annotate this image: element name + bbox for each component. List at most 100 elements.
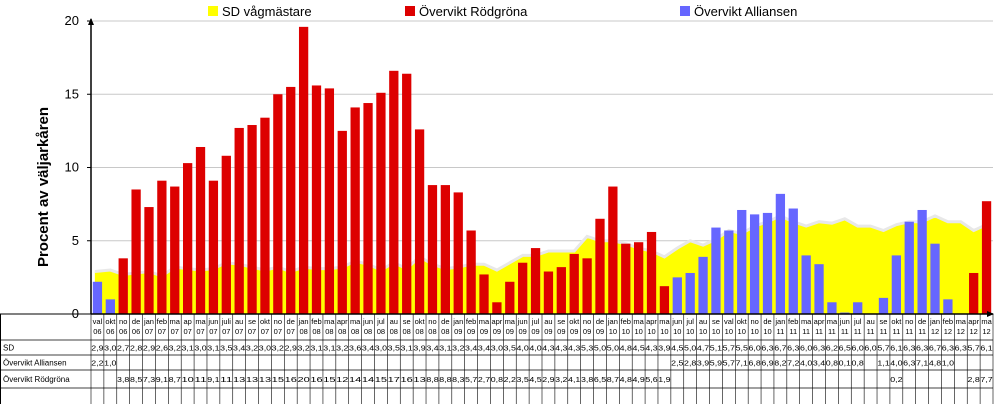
x-tick-year-66: 12 [944, 327, 952, 336]
bar-rodgrona-13 [260, 117, 270, 314]
x-tick-year-59: 11 [854, 327, 862, 336]
x-tick-month-57: ma [827, 317, 838, 326]
x-tick-year-5: 07 [158, 327, 166, 336]
x-tick-year-23: 08 [390, 327, 398, 336]
y-tick-label-20: 20 [65, 13, 79, 28]
x-tick-year-19: 08 [338, 327, 346, 336]
x-tick-year-37: 09 [570, 327, 578, 336]
x-tick-year-8: 07 [196, 327, 204, 336]
table-cell-0-0: 2,9 [91, 344, 103, 353]
x-tick-year-58: 11 [841, 327, 849, 336]
table-cell-2-21: 14 [362, 375, 374, 384]
x-tick-year-15: 07 [287, 327, 295, 336]
x-tick-month-31: apr [491, 317, 502, 326]
table-cell-1-66: 1,0 [942, 359, 954, 368]
table-cell-0-62: 6,1 [890, 344, 902, 353]
table-cell-1-65: 4,8 [929, 359, 941, 368]
y-tick-label-5: 5 [72, 233, 79, 248]
table-cell-0-26: 3,4 [426, 344, 438, 353]
x-tick-year-55: 11 [802, 327, 810, 336]
bar-rodgrona-15 [286, 86, 296, 314]
data-table: SD 2,9 3,0 2,7 2,8 2,9 2,6 3,2 3,1 3,0 3,1 3,5 3,4 3,… [0, 314, 993, 404]
x-tick-month-15: de [287, 317, 295, 326]
table-cell-0-50: 5,5 [736, 344, 748, 353]
x-tick-year-6: 07 [171, 327, 179, 336]
bar-alliansen-46 [685, 272, 695, 314]
table-cell-0-55: 6,0 [800, 344, 812, 353]
table-cell-2-4: 7,3 [143, 375, 155, 384]
x-tick-year-26: 08 [428, 327, 436, 336]
x-tick-year-68: 12 [969, 327, 977, 336]
table-cell-0-13: 3,0 [259, 344, 271, 353]
table-cell-2-24: 16 [401, 375, 413, 384]
x-tick-year-41: 10 [622, 327, 630, 336]
table-cell-0-33: 4,0 [517, 344, 529, 353]
bar-rodgrona-24 [402, 73, 412, 315]
table-cell-0-11: 3,4 [233, 344, 245, 353]
bar-alliansen-54 [788, 208, 798, 314]
x-tick-year-60: 11 [867, 327, 875, 336]
bar-alliansen-52 [762, 212, 773, 314]
x-tick-month-54: feb [788, 317, 798, 326]
x-tick-year-30: 09 [480, 327, 488, 336]
x-tick-month-22: jul [376, 317, 385, 326]
x-tick-month-55: ma [801, 317, 812, 326]
bar-rodgrona-29 [466, 230, 476, 314]
table-cell-2-69: 7,7 [980, 375, 992, 384]
table-cell-0-31: 3,0 [491, 344, 503, 353]
x-tick-month-45: jun [671, 317, 682, 326]
x-tick-month-18: ma [324, 317, 335, 326]
bar-rodgrona-8 [195, 146, 206, 314]
bar-alliansen-45 [672, 277, 682, 314]
y-axis-arrow [88, 18, 94, 25]
bar-rodgrona-23 [389, 70, 399, 314]
legend-swatch-1 [405, 6, 415, 16]
x-tick-month-7: ap [183, 317, 191, 326]
bar-rodgrona-69 [981, 201, 992, 314]
x-tick-year-20: 08 [351, 327, 359, 336]
bar-rodgrona-18 [324, 88, 335, 314]
bar-rodgrona-35 [543, 271, 554, 314]
table-cell-2-9: 9,1 [207, 375, 219, 384]
x-tick-month-38: no [583, 317, 591, 326]
x-tick-year-38: 09 [583, 327, 591, 336]
table-cell-1-52: 6,9 [761, 359, 773, 368]
bar-alliansen-1 [105, 299, 115, 314]
table-cell-0-24: 3,1 [401, 344, 413, 353]
x-tick-year-7: 07 [183, 327, 191, 336]
x-tick-month-51: no [750, 317, 758, 326]
table-cell-0-65: 6,7 [929, 344, 941, 353]
x-tick-year-12: 07 [248, 327, 256, 336]
table-cell-2-6: 8,7 [169, 375, 181, 384]
bar-rodgrona-68 [969, 272, 979, 314]
x-tick-month-16: jan [298, 317, 309, 326]
x-tick-month-19: apr [337, 317, 348, 326]
table-cell-1-53: 8,2 [774, 359, 786, 368]
table-cell-2-8: 11 [194, 375, 206, 384]
bar-rodgrona-34 [530, 248, 541, 314]
table-cell-0-8: 3,0 [194, 344, 206, 353]
table-cell-1-56: 3,4 [813, 359, 825, 368]
bars [92, 26, 992, 315]
x-tick-year-43: 10 [647, 327, 655, 336]
x-tick-year-32: 09 [506, 327, 514, 336]
table-cell-0-21: 3,4 [362, 344, 374, 353]
x-tick-month-67: ma [956, 317, 967, 326]
x-tick-year-1: 06 [106, 327, 114, 336]
table-cell-2-31: 0,8 [491, 375, 503, 384]
table-cell-0-68: 5,7 [968, 344, 980, 353]
table-cell-2-28: 8,3 [452, 375, 464, 384]
table-cell-2-37: 4,1 [568, 375, 580, 384]
bar-rodgrona-43 [646, 231, 657, 314]
x-tick-month-12: se [248, 317, 256, 326]
table-cell-0-46: 5,0 [684, 344, 696, 353]
table-cell-2-23: 17 [388, 375, 400, 384]
table-cell-0-1: 3,0 [104, 344, 116, 353]
table-cell-0-41: 4,8 [620, 344, 632, 353]
x-tick-year-4: 07 [145, 327, 153, 336]
bar-rodgrona-30 [479, 274, 489, 314]
x-tick-month-49: val [724, 317, 734, 326]
x-tick-year-39: 09 [596, 327, 604, 336]
table-cell-0-48: 5,1 [710, 344, 722, 353]
